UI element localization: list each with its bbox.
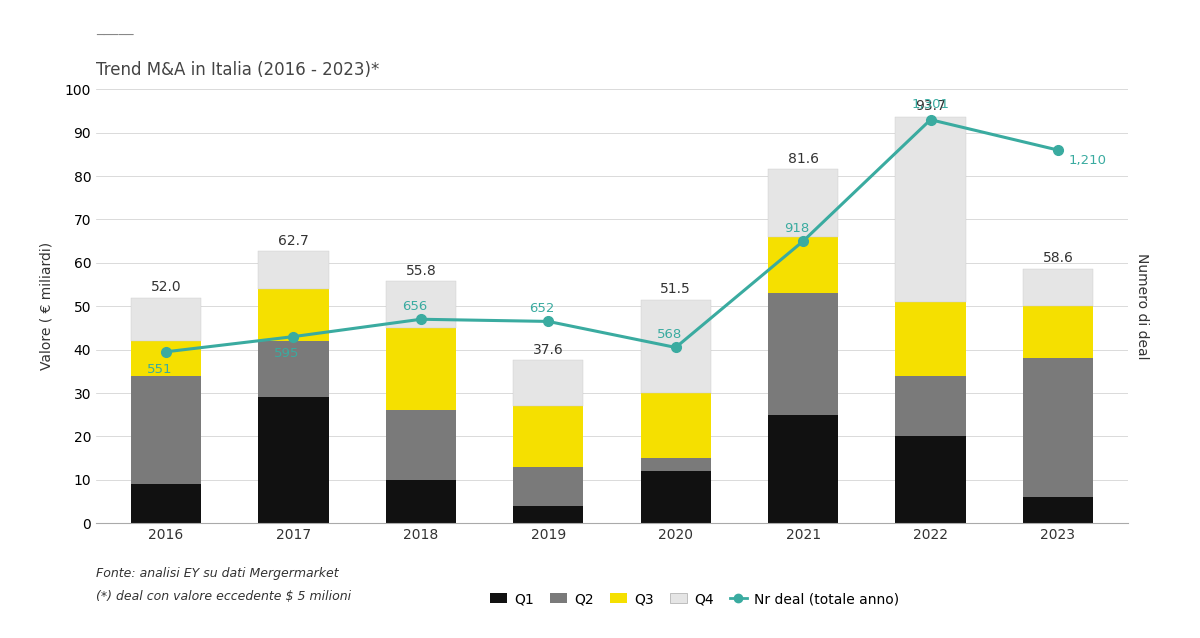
Text: 51.5: 51.5	[660, 282, 691, 296]
Bar	[258, 289, 329, 341]
Bar	[768, 169, 838, 237]
Text: 58.6: 58.6	[1043, 251, 1073, 265]
Bar	[386, 281, 456, 328]
Text: 37.6: 37.6	[533, 343, 564, 357]
Text: 568: 568	[656, 328, 682, 341]
Bar	[514, 360, 583, 406]
Bar	[1022, 306, 1093, 359]
Text: 93.7: 93.7	[916, 99, 946, 113]
Bar	[1022, 359, 1093, 497]
Bar	[641, 300, 710, 393]
Bar	[895, 376, 966, 436]
Bar	[641, 393, 710, 458]
Text: 652: 652	[529, 302, 554, 315]
Bar	[514, 506, 583, 523]
Bar	[768, 237, 838, 293]
Bar	[131, 297, 202, 341]
Bar	[131, 341, 202, 376]
Text: (*) deal con valore eccedente $ 5 milioni: (*) deal con valore eccedente $ 5 milion…	[96, 590, 352, 603]
Bar	[258, 251, 329, 289]
Text: Trend M&A in Italia (2016 - 2023)*: Trend M&A in Italia (2016 - 2023)*	[96, 61, 379, 78]
Bar	[131, 376, 202, 484]
Bar	[1022, 497, 1093, 523]
Text: 551: 551	[146, 362, 173, 376]
Y-axis label: Numero di deal: Numero di deal	[1135, 253, 1148, 359]
Bar	[386, 480, 456, 523]
Bar	[768, 415, 838, 523]
Text: 918: 918	[784, 221, 809, 235]
Text: 55.8: 55.8	[406, 263, 437, 278]
Bar	[895, 436, 966, 523]
Bar	[386, 328, 456, 410]
Bar	[895, 117, 966, 302]
Bar	[258, 341, 329, 397]
Text: 595: 595	[275, 348, 300, 360]
Bar	[768, 293, 838, 415]
Text: ─────: ─────	[96, 29, 133, 41]
Bar	[1022, 269, 1093, 306]
Text: 1,301: 1,301	[912, 98, 949, 111]
Text: 52.0: 52.0	[151, 280, 181, 294]
Bar	[131, 484, 202, 523]
Text: Fonte: analisi EY su dati Mergermarket: Fonte: analisi EY su dati Mergermarket	[96, 567, 338, 581]
Bar	[641, 471, 710, 523]
Bar	[258, 397, 329, 523]
Legend: Q1, Q2, Q3, Q4, Nr deal (totale anno): Q1, Q2, Q3, Q4, Nr deal (totale anno)	[485, 586, 905, 612]
Text: 1,210: 1,210	[1068, 154, 1106, 167]
Bar	[386, 410, 456, 480]
Bar	[895, 302, 966, 376]
Text: 656: 656	[402, 300, 427, 313]
Bar	[514, 406, 583, 467]
Bar	[514, 467, 583, 506]
Text: 81.6: 81.6	[787, 152, 818, 166]
Text: 62.7: 62.7	[278, 234, 308, 248]
Y-axis label: Valore ( € miliardi): Valore ( € miliardi)	[40, 242, 54, 370]
Bar	[641, 458, 710, 471]
